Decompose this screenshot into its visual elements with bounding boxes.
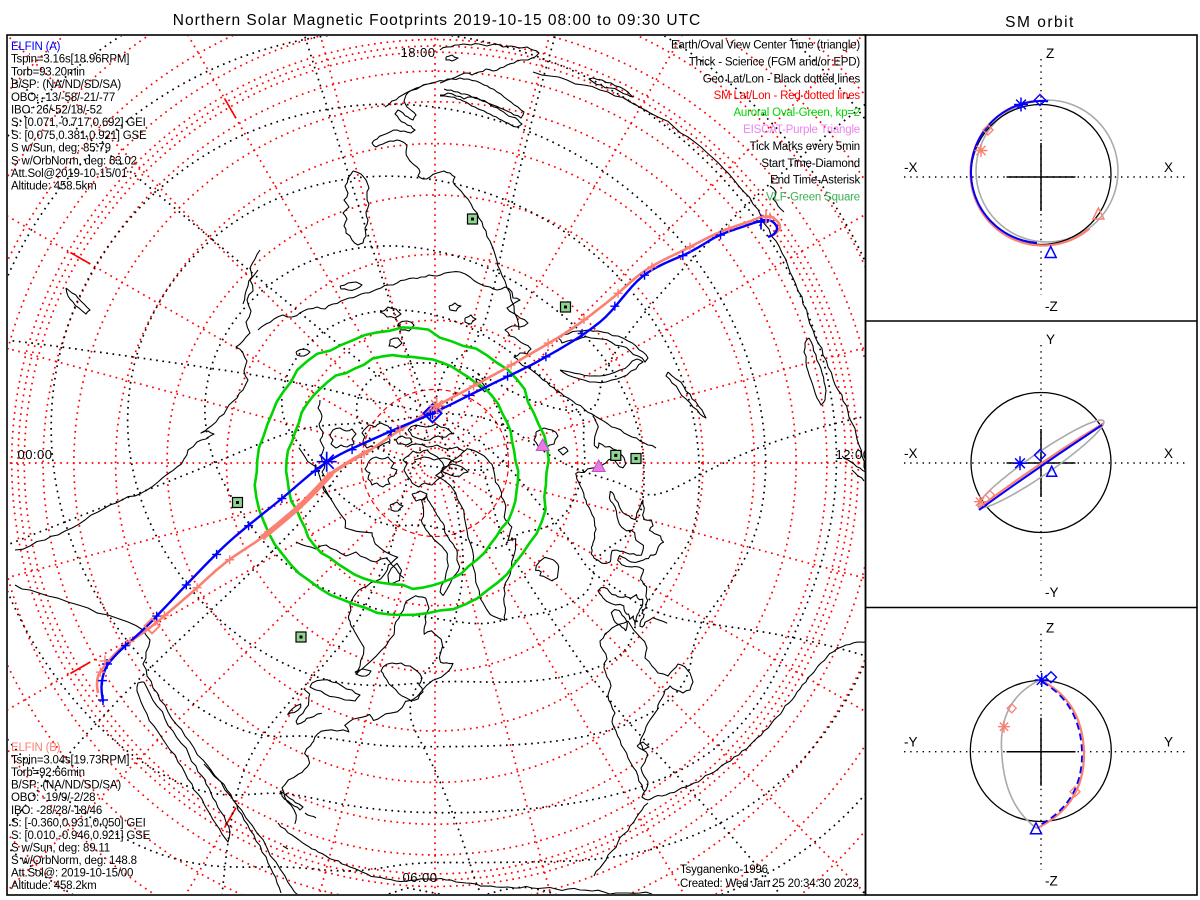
svg-text:Tick Marks every 5min: Tick Marks every 5min — [750, 141, 860, 153]
svg-text:Tspin=3.16s[18.96RPM]: Tspin=3.16s[18.96RPM] — [11, 54, 129, 66]
svg-text:Northern Solar Magnetic Footpr: Northern Solar Magnetic Footprints 2019-… — [173, 12, 701, 29]
svg-text:IBO: -28/28/-18/46: IBO: -28/28/-18/46 — [11, 805, 102, 817]
svg-text:18:00: 18:00 — [400, 45, 435, 60]
svg-text:OBO: -19/9/-2/28: OBO: -19/9/-2/28 — [11, 792, 95, 804]
svg-text:S w/Sun, deg: 85.79: S w/Sun, deg: 85.79 — [11, 143, 111, 155]
svg-text:Created: Wed Jan 25 20:34:30 2: Created: Wed Jan 25 20:34:30 2023 — [680, 878, 859, 890]
svg-text:Torb=92.66min: Torb=92.66min — [11, 767, 85, 779]
svg-text:Geo Lat/Lon - Black dotted lin: Geo Lat/Lon - Black dotted lines — [703, 73, 861, 85]
svg-text:00:00: 00:00 — [17, 447, 52, 462]
svg-text:VLF-Green Square: VLF-Green Square — [766, 192, 860, 204]
svg-text:S: [0.075,0.381,0.921] GSE: S: [0.075,0.381,0.921] GSE — [11, 130, 147, 142]
svg-text:S: [-0.360,0.931,0.050] GEI: S: [-0.360,0.931,0.050] GEI — [11, 817, 146, 829]
svg-text:S w/OrbNorm, deg: 148.8: S w/OrbNorm, deg: 148.8 — [11, 855, 137, 867]
svg-text:Earth/Oval View Center Time (t: Earth/Oval View Center Time (triangle) — [671, 40, 860, 52]
svg-text:Y: Y — [1046, 332, 1055, 347]
svg-text:-Y: -Y — [904, 735, 918, 750]
svg-text:Z: Z — [1046, 621, 1054, 636]
svg-text:Att.Sol@2019-10-15/01: Att.Sol@2019-10-15/01 — [11, 168, 127, 180]
svg-text:ELFIN (B): ELFIN (B) — [11, 742, 61, 754]
svg-text:-Y: -Y — [1045, 585, 1059, 600]
svg-text:S: [0.010,-0.946,0.921] GSE: S: [0.010,-0.946,0.921] GSE — [11, 830, 151, 842]
svg-text:End Time-Asterisk: End Time-Asterisk — [770, 175, 860, 187]
svg-text:Torb=93.20min: Torb=93.20min — [11, 66, 85, 78]
svg-text:Att.Sol@: 2019-10-15/00: Att.Sol@: 2019-10-15/00 — [11, 868, 133, 880]
svg-text:X: X — [1164, 446, 1173, 461]
svg-text:SM Lat/Lon - Red dotted lines: SM Lat/Lon - Red dotted lines — [714, 90, 861, 102]
svg-text:B/SP: (NA/ND/SD/SA): B/SP: (NA/ND/SD/SA) — [11, 780, 121, 792]
svg-text:Thick - Science (FGM and/or EP: Thick - Science (FGM and/or EPD) — [689, 56, 861, 68]
svg-text:Altitude: 458.5km: Altitude: 458.5km — [11, 181, 96, 193]
svg-text:06:00: 06:00 — [402, 870, 437, 885]
svg-text:Start Time-Diamond: Start Time-Diamond — [761, 158, 860, 170]
svg-text:12:00: 12:00 — [835, 447, 870, 462]
svg-text:B/SP: (NA/ND/SD/SA): B/SP: (NA/ND/SD/SA) — [11, 79, 121, 91]
svg-text:S w/Sun, deg: 89.11: S w/Sun, deg: 89.11 — [11, 842, 110, 854]
svg-text:Y: Y — [1164, 735, 1173, 750]
svg-text:EISCAT-Purple Triangle: EISCAT-Purple Triangle — [743, 124, 860, 136]
svg-text:IBO: 26/-52/18/-52: IBO: 26/-52/18/-52 — [11, 105, 102, 117]
svg-text:Altitude: 458.2km: Altitude: 458.2km — [11, 880, 96, 892]
svg-text:OBO: -13/-58/-21/-77: OBO: -13/-58/-21/-77 — [11, 92, 115, 104]
svg-text:ELFIN (A): ELFIN (A) — [11, 41, 61, 53]
svg-text:-Z: -Z — [1045, 874, 1058, 889]
svg-text:SM orbit: SM orbit — [1005, 14, 1075, 31]
svg-text:Tsyganenko-1996: Tsyganenko-1996 — [680, 864, 768, 876]
svg-text:S: [0.071,-0.717,0.692] GEI: S: [0.071,-0.717,0.692] GEI — [11, 117, 146, 129]
svg-text:-X: -X — [904, 446, 918, 461]
svg-text:-X: -X — [904, 160, 918, 175]
svg-text:S w/OrbNorm, deg: 63.02: S w/OrbNorm, deg: 63.02 — [11, 155, 137, 167]
svg-text:-Z: -Z — [1045, 299, 1058, 314]
svg-text:X: X — [1164, 160, 1173, 175]
svg-text:Auroral Oval-Green, kp=2: Auroral Oval-Green, kp=2 — [733, 107, 860, 119]
svg-text:Z: Z — [1046, 46, 1054, 61]
svg-text:Tspin=3.04s[19.73RPM]: Tspin=3.04s[19.73RPM] — [11, 755, 129, 767]
